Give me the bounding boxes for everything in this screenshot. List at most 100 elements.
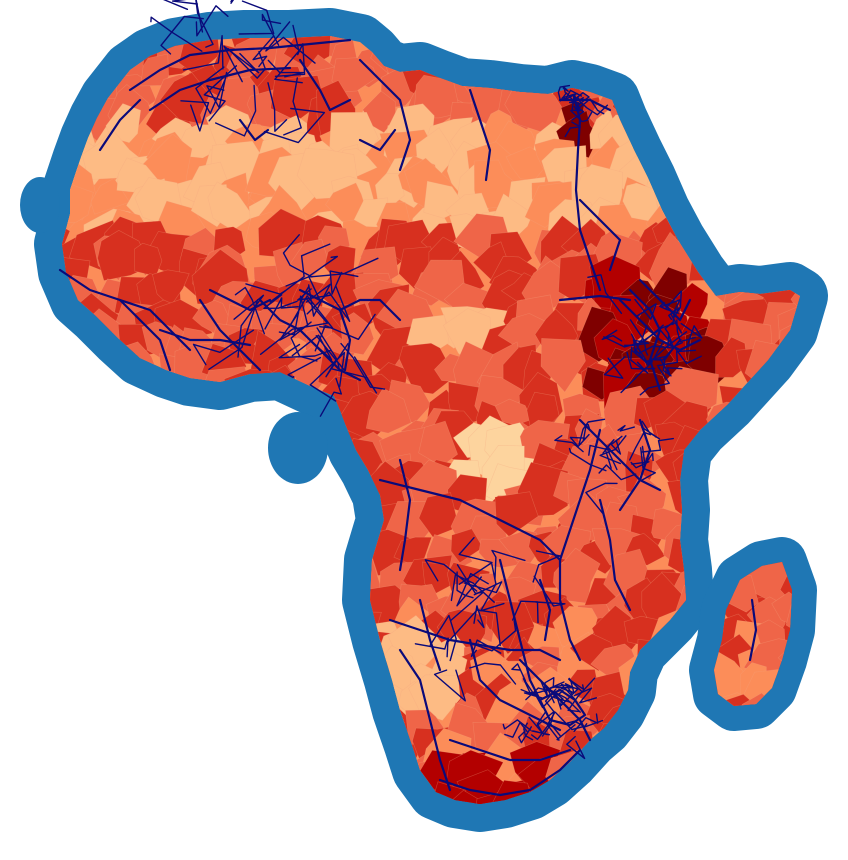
region-cell	[758, 159, 800, 214]
region-cell	[780, 36, 800, 46]
network-line	[568, 678, 585, 693]
region-cell	[301, 691, 342, 741]
network-line	[203, 65, 238, 122]
region-cell	[201, 494, 259, 543]
network-line	[577, 98, 605, 115]
region-cell	[609, 36, 651, 73]
network-line	[630, 461, 650, 469]
region-cell	[778, 734, 800, 777]
network-line	[308, 255, 338, 303]
network-line	[282, 234, 313, 278]
region-cell	[84, 454, 128, 511]
region-cell	[761, 190, 793, 227]
region-cell	[247, 745, 310, 804]
network-line	[263, 294, 298, 310]
network-line	[208, 299, 259, 370]
region-cell	[225, 723, 266, 767]
network-line	[567, 677, 596, 713]
network-line	[358, 58, 412, 172]
network-line	[641, 445, 654, 466]
network-line	[267, 82, 288, 133]
network-line	[329, 270, 359, 295]
network-line	[748, 598, 758, 662]
region-cell	[653, 775, 708, 804]
network-line	[543, 677, 555, 693]
region-cell	[693, 160, 742, 194]
region-cell	[711, 196, 749, 232]
region-cell	[225, 806, 267, 843]
region-cell	[289, 645, 330, 684]
network-line	[446, 609, 501, 647]
region-cell	[103, 491, 155, 553]
region-cell	[134, 791, 194, 804]
region-cell	[686, 751, 730, 792]
region-cell	[62, 643, 79, 704]
network-line	[610, 435, 623, 455]
region-cell	[20, 26, 58, 67]
region-cell	[62, 626, 84, 672]
network-line	[438, 748, 582, 797]
region-cell	[621, 741, 670, 786]
region-cell	[162, 789, 219, 804]
region-cell	[735, 61, 779, 100]
region-cell	[732, 36, 769, 56]
region-cell	[224, 694, 275, 744]
region-cell	[298, 753, 350, 804]
network-line	[463, 581, 503, 596]
region-cell	[219, 577, 260, 617]
region-cell	[62, 551, 92, 598]
region-cell	[183, 770, 241, 804]
region-cell	[636, 722, 680, 768]
network-line	[182, 35, 224, 71]
region-cell	[551, 36, 586, 52]
region-cell	[62, 722, 93, 773]
region-cell	[214, 625, 261, 664]
region-cell	[162, 521, 220, 574]
region-cell	[331, 707, 362, 745]
region-cell	[235, 739, 288, 790]
region-cell	[699, 786, 749, 804]
network-line	[468, 638, 562, 732]
region-cell	[763, 784, 800, 804]
network-line	[657, 313, 683, 334]
region-cell	[67, 767, 118, 804]
network-line	[448, 738, 572, 762]
region-cell	[62, 439, 82, 497]
region-cell	[164, 503, 210, 544]
network-line	[298, 288, 402, 322]
region-cell	[168, 631, 223, 679]
region-cell	[282, 623, 314, 668]
region-cell	[179, 698, 227, 760]
region-cell	[65, 366, 105, 394]
region-cell	[715, 36, 756, 67]
region-cell	[792, 165, 800, 211]
region-cell	[62, 636, 99, 674]
region-cell	[102, 417, 138, 450]
network-line	[582, 423, 590, 442]
region-cell	[228, 455, 273, 489]
network-line	[599, 435, 627, 465]
network-line	[634, 298, 657, 320]
region-cell	[676, 722, 726, 773]
network-line	[148, 66, 292, 112]
region-cell	[123, 716, 178, 758]
region-cell	[794, 42, 800, 93]
network-line	[518, 726, 532, 744]
region-cell	[748, 471, 794, 508]
network-line	[587, 274, 623, 314]
region-cell	[177, 684, 222, 717]
region-cell	[702, 136, 751, 183]
region-cell	[668, 807, 722, 855]
region-cell	[664, 36, 693, 47]
region-cell	[661, 118, 700, 153]
region-cell	[540, 338, 586, 393]
network-line	[195, 5, 229, 37]
network-line	[533, 691, 564, 709]
region-cell	[106, 748, 162, 799]
region-cell	[62, 753, 83, 804]
region-cell	[62, 589, 84, 636]
region-cell	[260, 491, 311, 542]
region-cell	[83, 583, 124, 622]
region-cell	[662, 36, 715, 89]
network-line	[562, 86, 569, 94]
